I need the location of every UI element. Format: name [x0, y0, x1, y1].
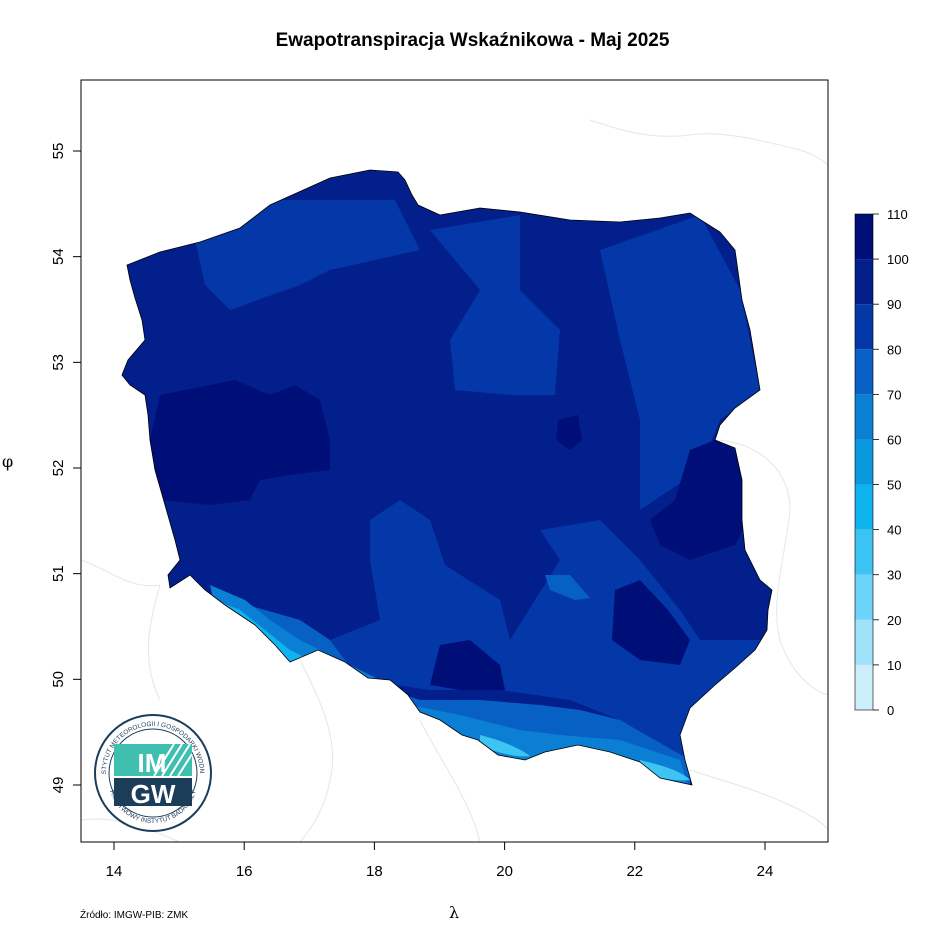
x-tick-label: 22 — [626, 863, 643, 880]
y-tick-label: 50 — [50, 671, 67, 688]
y-tick-label: 55 — [50, 143, 67, 160]
legend-swatch — [855, 394, 873, 440]
poland-map — [122, 170, 772, 785]
zone-80-90-east — [600, 215, 760, 510]
legend-label: 30 — [887, 568, 901, 583]
legend-label: 50 — [887, 478, 901, 493]
legend-label: 80 — [887, 342, 901, 357]
y-axis: 49 50 51 52 53 54 55 — [50, 143, 81, 794]
legend-label: 110 — [887, 207, 908, 222]
plot-frame — [80, 79, 829, 843]
zone-70-80-spot-centre — [545, 575, 590, 600]
legend-swatch — [855, 484, 873, 530]
x-tick-label: 20 — [496, 863, 513, 880]
zone-40-50-tatra — [480, 735, 530, 757]
zone-100-110-east — [650, 440, 748, 560]
legend-swatch — [855, 304, 873, 350]
zone-100-110-west — [150, 380, 330, 505]
zone-80-90-south — [330, 500, 770, 760]
neighbour-borders — [81, 119, 828, 842]
y-tick-label: 53 — [50, 354, 67, 371]
legend-label: 100 — [887, 252, 909, 267]
legend-label: 60 — [887, 432, 901, 447]
map-title: Ewapotranspiracja Wskaźnikowa - Maj 2025 — [275, 30, 670, 51]
legend-swatch — [855, 214, 873, 260]
x-tick-label: 18 — [366, 863, 383, 880]
zone-60-70-mountains — [210, 585, 690, 785]
legend-frame — [854, 213, 874, 711]
zone-100-110-south — [430, 640, 505, 690]
x-tick-label: 16 — [236, 863, 253, 880]
zone-100-110-centre — [556, 415, 582, 450]
y-tick-label: 52 — [50, 460, 67, 477]
x-axis-label: λ — [449, 903, 460, 922]
legend-swatch — [855, 619, 873, 665]
imgw-logo: INSTYTUT METEOROLOGII I GOSPODARKI WODNE… — [94, 714, 212, 832]
legend-label: 0 — [887, 703, 894, 718]
zone-80-90-centre-north — [430, 215, 560, 395]
legend-label: 70 — [887, 387, 901, 402]
legend-swatch — [855, 574, 873, 620]
legend-swatch — [855, 259, 873, 305]
x-tick-label: 24 — [757, 863, 774, 880]
legend-swatch — [855, 529, 873, 575]
legend-swatch — [855, 349, 873, 395]
poland-border — [121, 169, 773, 786]
zone-80-90-north — [195, 200, 420, 310]
y-tick-label: 51 — [50, 565, 67, 582]
legend-label: 40 — [887, 523, 901, 538]
x-tick-label: 14 — [106, 863, 123, 880]
legend-swatch — [855, 664, 873, 710]
zone-40-50-bieszczady — [640, 760, 690, 781]
y-tick-label: 49 — [50, 777, 67, 794]
logo-text-im: IM — [138, 748, 167, 778]
legend-label: 10 — [887, 658, 901, 673]
legend-label: 90 — [887, 297, 901, 312]
zone-100-110-southeast — [612, 580, 690, 665]
legend: 0 10 20 30 40 50 60 70 80 90 100 110 — [854, 207, 909, 718]
logo-text-gw: GW — [131, 779, 176, 809]
x-axis: 14 16 18 20 22 24 — [106, 842, 774, 880]
legend-swatch — [855, 439, 873, 485]
y-tick-label: 54 — [50, 248, 67, 265]
source-note: Źródło: IMGW-PIB: ZMK — [80, 910, 189, 921]
y-axis-label: φ — [2, 452, 14, 471]
legend-label: 20 — [887, 613, 901, 628]
